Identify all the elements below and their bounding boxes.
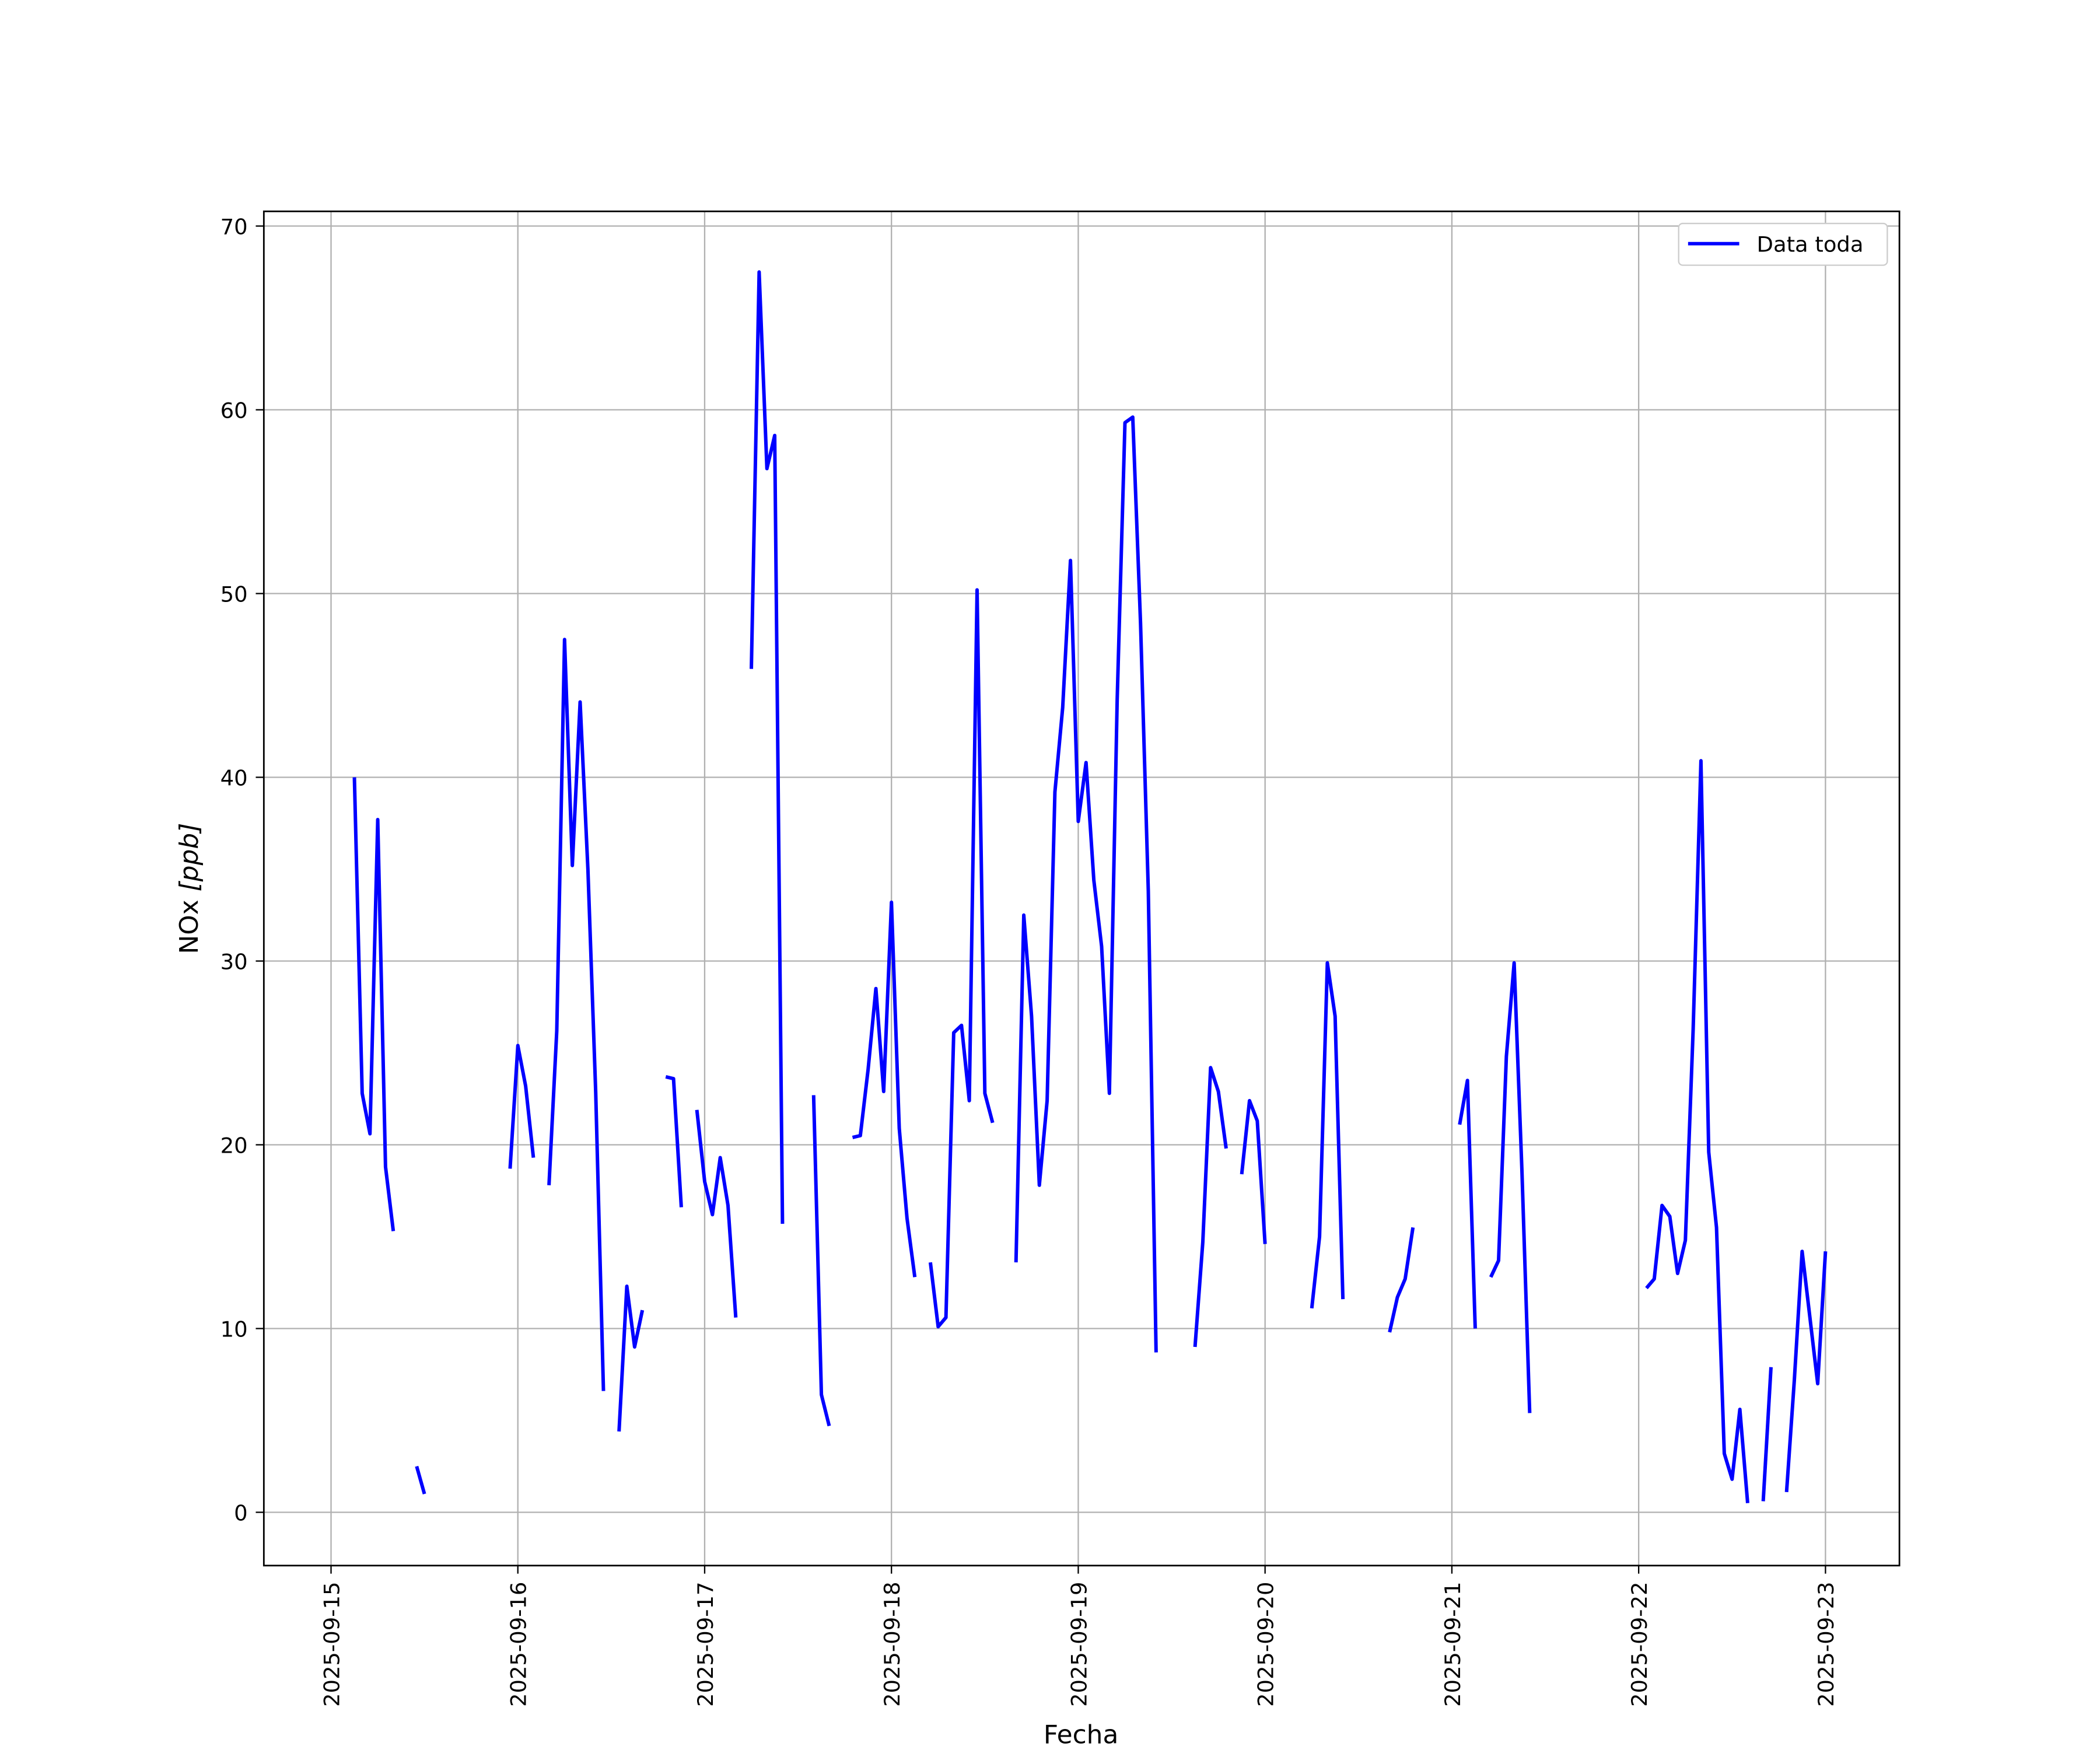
series-line-segment xyxy=(617,1284,645,1432)
x-tick-label: 2025-09-17 xyxy=(693,1582,718,1707)
series-line-segment xyxy=(665,1075,683,1208)
x-axis-label: Fecha xyxy=(1044,1720,1119,1749)
plot-frame xyxy=(262,210,1901,1567)
x-tick-label: 2025-09-21 xyxy=(1440,1582,1465,1707)
series-line-segment xyxy=(1014,415,1158,1353)
series-line-segment xyxy=(1645,759,1749,1503)
y-tick-label: 0 xyxy=(234,1500,247,1525)
series-line-segment xyxy=(750,270,785,1224)
series-line-segment xyxy=(811,1095,831,1427)
y-tick-label: 20 xyxy=(220,1133,248,1158)
y-tick-label: 40 xyxy=(220,765,248,790)
series-line-segment xyxy=(852,900,917,1278)
legend-label: Data toda xyxy=(1757,232,1864,257)
y-tick-label: 60 xyxy=(220,398,248,423)
x-tick-label: 2025-09-23 xyxy=(1814,1582,1839,1707)
y-tick-label: 30 xyxy=(220,949,248,974)
series-line-segment xyxy=(1489,961,1532,1413)
series-lines xyxy=(352,270,1828,1503)
legend-box xyxy=(1678,222,1888,266)
series-line-segment xyxy=(547,638,606,1391)
series-line-segment xyxy=(1310,961,1345,1309)
legend: Data toda xyxy=(1678,222,1888,266)
series-line-segment xyxy=(1388,1227,1415,1333)
y-axis-label: NOx [ppb] xyxy=(174,823,204,954)
y-tick-label: 70 xyxy=(220,214,248,239)
series-line-segment xyxy=(1193,1066,1228,1348)
y-tick-label: 10 xyxy=(220,1317,248,1342)
series-line-segment xyxy=(1761,1367,1773,1502)
x-axis-ticks: 2025-09-15 2025-09-16 2025-09-17 2025-09-18… xyxy=(319,1565,1839,1707)
series-line-segment xyxy=(928,588,995,1329)
x-tick-label: 2025-09-16 xyxy=(506,1582,531,1707)
x-tick-label: 2025-09-18 xyxy=(880,1582,905,1707)
y-axis-ticks: 0 10 20 30 40 50 60 70 xyxy=(220,214,264,1525)
series-line-segment xyxy=(1240,1098,1267,1244)
x-tick-label: 2025-09-20 xyxy=(1254,1582,1279,1707)
y-axis-label-unit: [ppb] xyxy=(174,823,204,892)
series-line-segment xyxy=(1458,1079,1477,1329)
series-line-segment xyxy=(352,777,396,1231)
x-tick-label: 2025-09-19 xyxy=(1066,1582,1091,1707)
x-tick-label: 2025-09-15 xyxy=(319,1582,344,1707)
y-axis-label-text: NOx xyxy=(174,891,204,954)
x-tick-label: 2025-09-22 xyxy=(1627,1582,1652,1707)
series-line-segment xyxy=(1784,1250,1828,1493)
series-line-segment xyxy=(508,1044,536,1169)
y-tick-label: 50 xyxy=(220,582,248,607)
series-line-segment xyxy=(695,1110,738,1318)
grid xyxy=(264,211,1900,1566)
series-line-segment xyxy=(415,1465,426,1494)
